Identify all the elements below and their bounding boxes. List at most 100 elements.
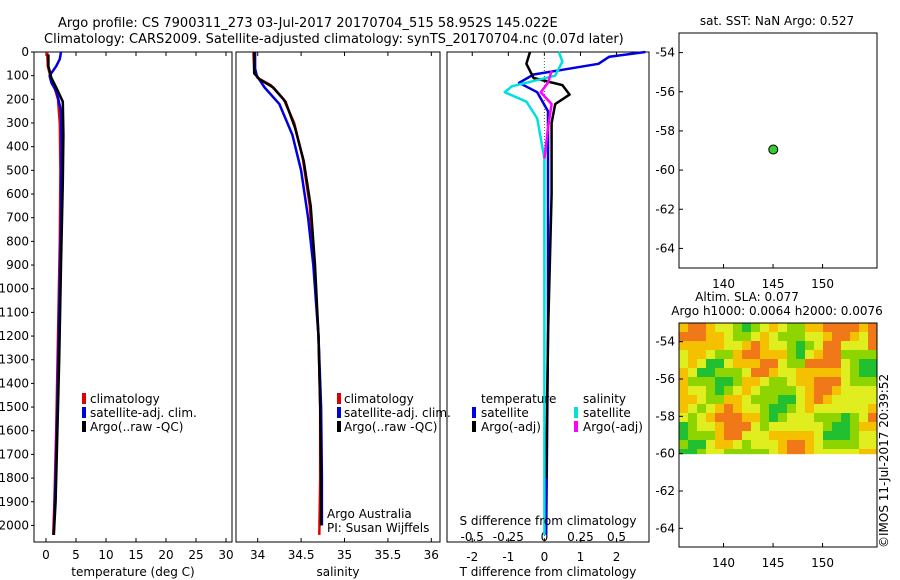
temperature-legend: climatology satellite-adj. clim. Argo(..…	[82, 392, 197, 434]
heatmap-cell	[742, 341, 752, 351]
depth-tick-label: 1600	[0, 424, 29, 438]
heatmap-cell	[697, 323, 707, 333]
heatmap-cell	[832, 359, 842, 369]
heatmap-cell	[868, 377, 878, 387]
depth-tick-label: 800	[6, 234, 29, 248]
lat-tick-label: -62	[655, 202, 675, 216]
salinity-annotation-line-1: Argo Australia	[327, 507, 412, 521]
sst-map-lon-axis: 140 145 150	[712, 264, 834, 291]
sla-map-title-line-2: Argo h1000: 0.0064 h2000: 0.0076	[671, 304, 883, 318]
heatmap-cell	[724, 323, 734, 333]
heatmap-cell	[706, 377, 716, 387]
credit-stamp: ©IMOS 11-Jul-2017 20:39:52	[877, 374, 891, 548]
heatmap-cell	[706, 323, 716, 333]
heatmap-cell	[715, 395, 725, 405]
heatmap-cell	[796, 404, 806, 414]
heatmap-cell	[841, 332, 851, 342]
heatmap-cell	[859, 440, 869, 450]
heatmap-cell	[688, 350, 698, 360]
heatmap-cell	[823, 368, 833, 378]
heatmap-cell	[706, 404, 716, 414]
heatmap-cell	[769, 368, 779, 378]
temperature-x-label: temperature (deg C)	[71, 565, 194, 579]
heatmap-cell	[823, 422, 833, 432]
x-tick-label: -2	[466, 550, 478, 564]
heatmap-cell	[769, 404, 779, 414]
heatmap-cell	[778, 323, 788, 333]
heatmap-cell	[805, 377, 815, 387]
heatmap-cell	[805, 350, 815, 360]
heatmap-cell	[706, 431, 716, 441]
heatmap-cell	[868, 341, 878, 351]
heatmap-cell	[769, 395, 779, 405]
heatmap-cell	[742, 422, 752, 432]
heatmap-cell	[706, 413, 716, 423]
legend-swatch-climatology	[337, 393, 341, 404]
heatmap-cell	[706, 359, 716, 369]
heatmap-cell	[742, 404, 752, 414]
heatmap-cell	[697, 368, 707, 378]
heatmap-cell	[859, 368, 869, 378]
salinity-panel: 34 34.5 35 35.5 36 climatology satellite-adj…	[235, 51, 451, 579]
heatmap-cell	[814, 323, 824, 333]
heatmap-cell	[841, 323, 851, 333]
heatmap-cell	[823, 404, 833, 414]
heatmap-cell	[805, 431, 815, 441]
heatmap-cell	[805, 404, 815, 414]
heatmap-cell	[733, 449, 743, 455]
heatmap-cell	[742, 323, 752, 333]
heatmap-cell	[697, 404, 707, 414]
heatmap-cell	[688, 404, 698, 414]
argo-position-point	[768, 144, 779, 155]
heatmap-cell	[715, 323, 725, 333]
heatmap-cell	[706, 350, 716, 360]
heatmap-cell	[805, 332, 815, 342]
heatmap-cell	[823, 386, 833, 396]
heatmap-cell	[832, 341, 842, 351]
depth-tick-label: 600	[6, 187, 29, 201]
heatmap-cell	[823, 440, 833, 450]
heatmap-cell	[778, 395, 788, 405]
heatmap-cell	[850, 413, 860, 423]
heatmap-cell	[742, 440, 752, 450]
heatmap-cell	[850, 332, 860, 342]
heatmap-cell	[724, 332, 734, 342]
heatmap-cell	[760, 404, 770, 414]
legend-label-sal-satellite: satellite	[583, 406, 631, 420]
heatmap-cell	[859, 332, 869, 342]
legend-label-sal-argo: Argo(-adj)	[583, 420, 643, 434]
difference-legend: temperature salinity satellite Argo(-adj…	[472, 392, 643, 434]
lat-tick-label: -54	[655, 335, 675, 349]
heatmap-cell	[868, 359, 878, 369]
heatmap-cell	[814, 341, 824, 351]
heatmap-cell	[814, 431, 824, 441]
heatmap-cell	[841, 440, 851, 450]
legend-label-climatology: climatology	[344, 392, 414, 406]
heatmap-cell	[733, 386, 743, 396]
depth-tick-label: 700	[6, 211, 29, 225]
heatmap-cell	[715, 350, 725, 360]
heatmap-cell	[706, 386, 716, 396]
heatmap-cell	[760, 341, 770, 351]
x-tick-label: 0	[42, 548, 50, 562]
heatmap-cell	[787, 341, 797, 351]
heatmap-cell	[814, 368, 824, 378]
heatmap-cell	[787, 431, 797, 441]
legend-swatch-argo	[82, 421, 86, 432]
heatmap-cell	[724, 404, 734, 414]
heatmap-cell	[751, 323, 761, 333]
x-tick-label: 34	[250, 548, 265, 562]
heatmap-cell	[859, 377, 869, 387]
heatmap-cell	[850, 359, 860, 369]
heatmap-cell	[688, 449, 698, 455]
heatmap-cell	[868, 449, 878, 455]
heatmap-cell	[841, 350, 851, 360]
depth-tick-label: 1100	[0, 305, 29, 319]
heatmap-cell	[823, 323, 833, 333]
heatmap-cell	[859, 395, 869, 405]
temperature-series	[45, 51, 65, 535]
heatmap-cell	[769, 332, 779, 342]
x-tick-label: 34.5	[288, 548, 315, 562]
series-line-salinity-argo-adj-	[539, 70, 553, 159]
heatmap-cell	[724, 395, 734, 405]
